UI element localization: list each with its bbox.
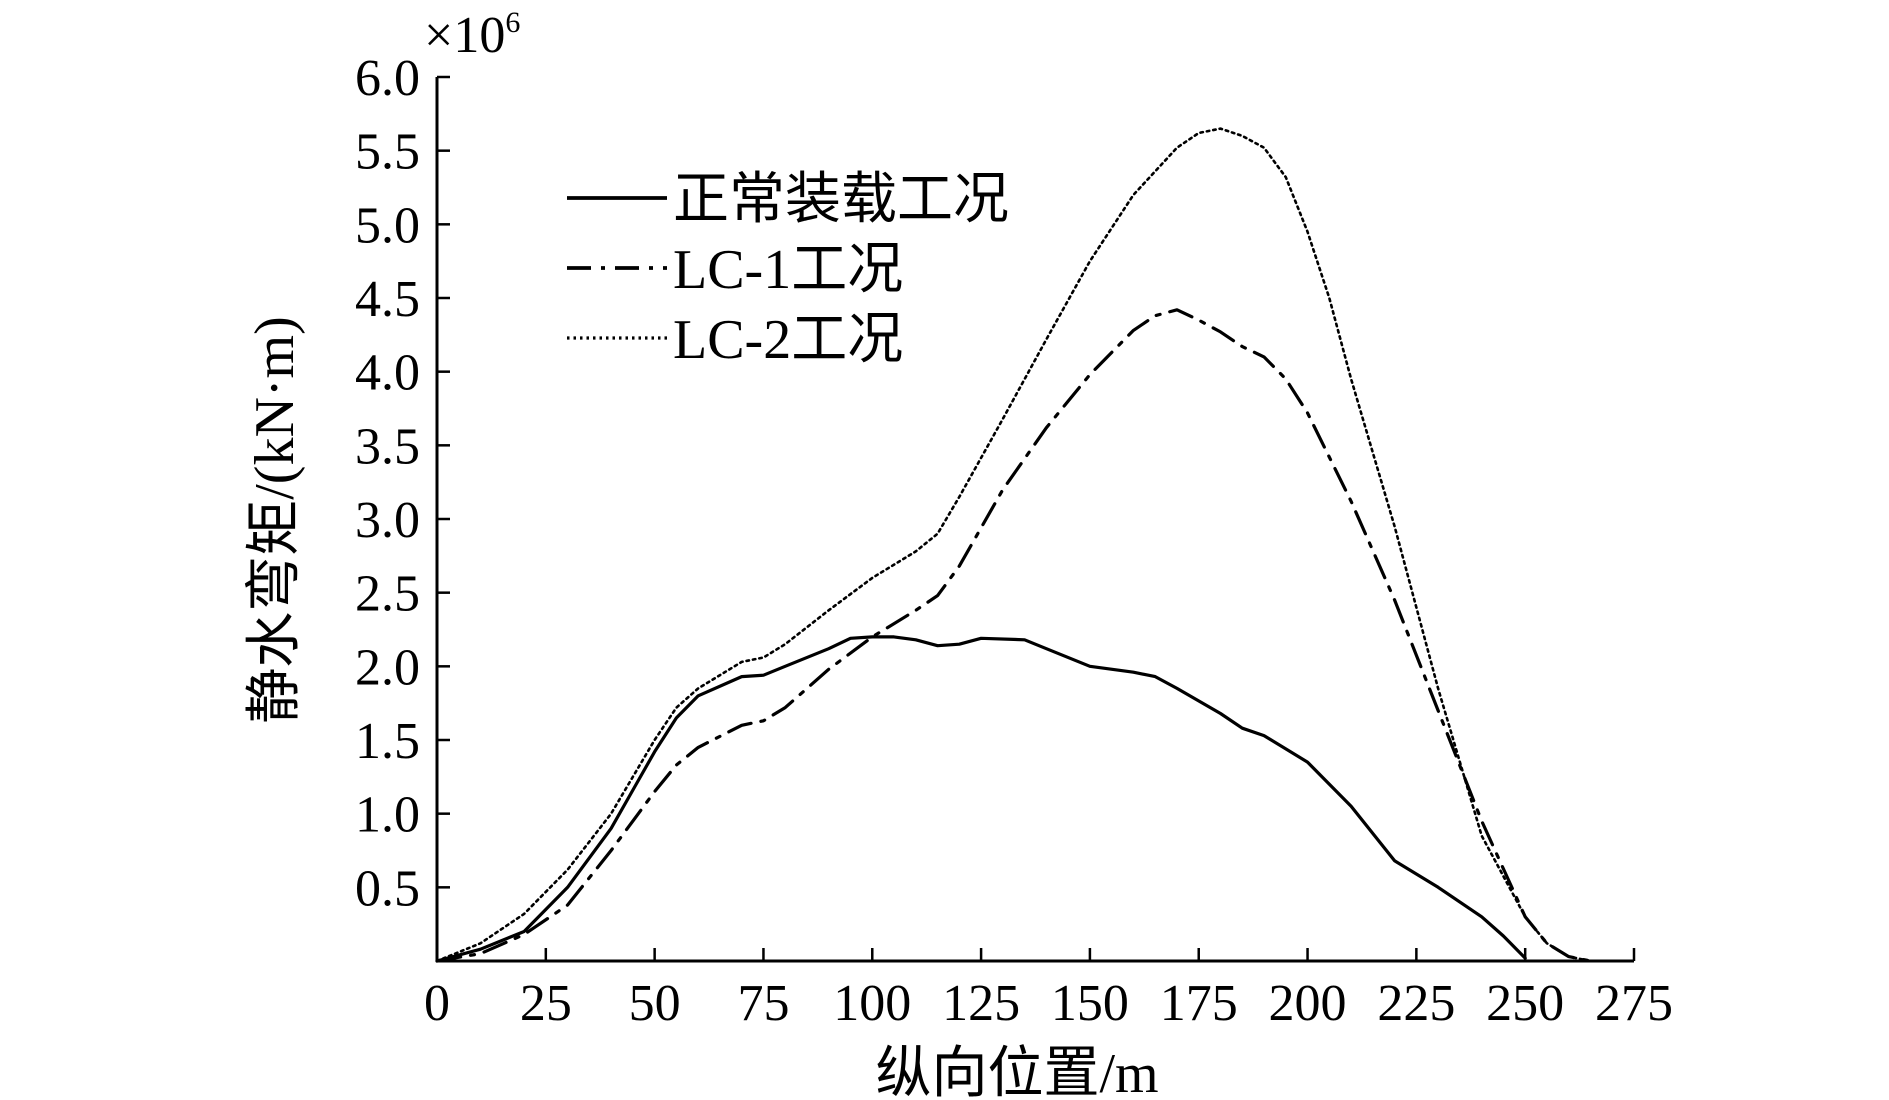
legend: 正常装载工况 LC-1工况 LC-2工况 xyxy=(567,169,1009,371)
y-axis-title: 静水弯矩/(kN·m) xyxy=(244,316,306,724)
series-line-1 xyxy=(435,635,1527,963)
x-tick-label: 250 xyxy=(1486,975,1564,1032)
x-tick-label: 75 xyxy=(737,975,789,1032)
x-tick-label: 25 xyxy=(520,975,572,1032)
y-tick-label: 1.5 xyxy=(355,713,420,770)
series-lines xyxy=(435,127,1593,963)
y-tick-label: 5.5 xyxy=(355,124,420,181)
tick-labels: 0 25 50 75 100 125 150 175 200 225 250 275 0.5 1.0 1.5… xyxy=(355,50,1673,1032)
x-tick-label: 200 xyxy=(1269,975,1347,1032)
y-tick-label: 3.5 xyxy=(355,418,420,475)
legend-label-2: LC-1工况 xyxy=(673,239,903,301)
y-tick-label: 4.5 xyxy=(355,271,420,328)
legend-label-1: 正常装载工况 xyxy=(673,169,1009,231)
y-multiplier-base: ×10 xyxy=(424,7,505,64)
x-tick-label: 100 xyxy=(833,975,911,1032)
legend-label-3: LC-2工况 xyxy=(673,309,903,371)
axes xyxy=(435,77,1634,963)
x-tick-label: 50 xyxy=(629,975,681,1032)
x-tick-label: 225 xyxy=(1377,975,1455,1032)
x-tick-label: 275 xyxy=(1595,975,1673,1032)
series-line-3 xyxy=(435,127,1592,963)
y-multiplier-exponent: 6 xyxy=(505,6,520,39)
y-tick-label: 2.5 xyxy=(355,566,420,623)
tick-marks xyxy=(435,75,1636,961)
x-axis-title: 纵向位置/m xyxy=(875,1043,1158,1100)
y-tick-label: 0.5 xyxy=(355,860,420,917)
x-tick-label: 125 xyxy=(942,975,1020,1032)
y-axis-multiplier: ×106 xyxy=(424,6,520,64)
y-tick-label: 3.0 xyxy=(355,492,420,549)
series-line-2 xyxy=(435,308,1593,963)
x-tick-label: 150 xyxy=(1051,975,1129,1032)
y-tick-label: 6.0 xyxy=(355,50,420,107)
y-tick-label: 1.0 xyxy=(355,787,420,844)
x-tick-label: 175 xyxy=(1160,975,1238,1032)
x-tick-label: 0 xyxy=(424,975,450,1032)
y-tick-label: 4.0 xyxy=(355,345,420,402)
y-tick-label: 2.0 xyxy=(355,639,420,696)
y-tick-label: 5.0 xyxy=(355,197,420,254)
